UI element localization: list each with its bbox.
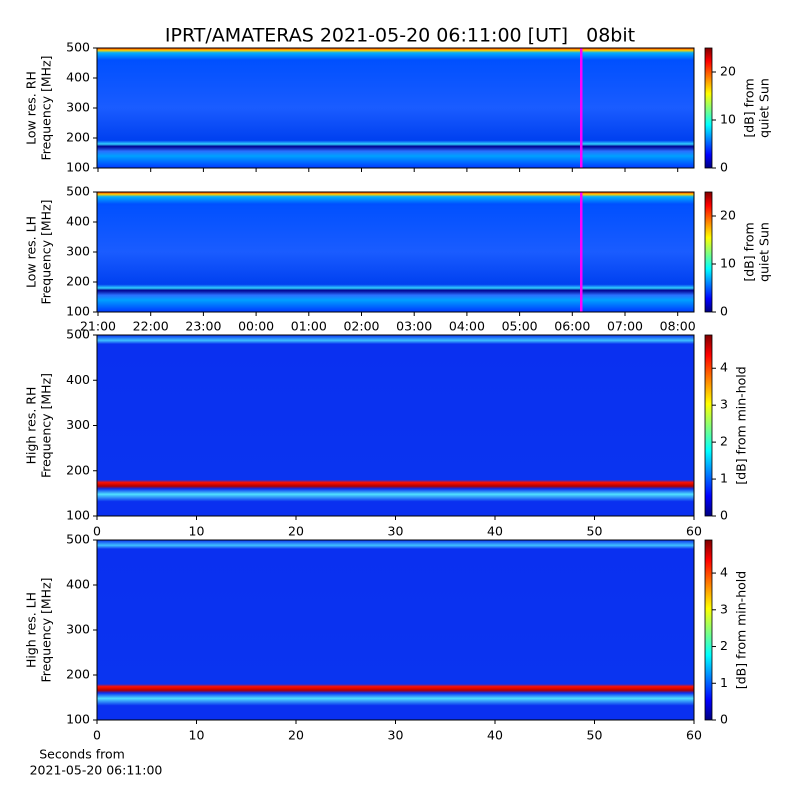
x-tick-label: 22:00 bbox=[133, 319, 169, 334]
x-tick-label: 07:00 bbox=[607, 319, 643, 334]
colorbar-tick-label: 20 bbox=[720, 208, 736, 223]
colorbar-tick-label: 0 bbox=[720, 712, 728, 727]
x-tick-label: 20 bbox=[288, 728, 304, 743]
colorbar-label: [dB] from bbox=[742, 222, 757, 281]
y-axis-label: Low res. RH bbox=[24, 71, 39, 145]
colorbar-tick-label: 10 bbox=[720, 112, 736, 127]
colorbar bbox=[704, 47, 713, 169]
colorbar-tick-label: 0 bbox=[720, 508, 728, 523]
colorbar-tick-label: 4 bbox=[720, 565, 728, 580]
x-tick-label: 10 bbox=[189, 524, 205, 539]
x-tick-label: 20 bbox=[288, 524, 304, 539]
y-tick-label: 100 bbox=[66, 712, 90, 727]
y-tick-label: 400 bbox=[66, 214, 90, 229]
spectrogram-image bbox=[97, 335, 694, 516]
x-tick-label: 0 bbox=[93, 728, 101, 743]
colorbar-label: quiet Sun bbox=[757, 222, 772, 282]
spectrogram-image bbox=[97, 540, 694, 720]
y-tick-label: 500 bbox=[66, 327, 90, 342]
x-axis-label: Seconds from bbox=[39, 747, 125, 762]
x-tick-label: 60 bbox=[686, 524, 702, 539]
event-marker bbox=[580, 192, 583, 312]
y-tick-label: 300 bbox=[66, 622, 90, 637]
x-tick-label: 10 bbox=[189, 728, 205, 743]
y-tick-label: 300 bbox=[66, 100, 90, 115]
colorbar-label: quiet Sun bbox=[757, 78, 772, 138]
y-axis-label: Low res. LH bbox=[24, 216, 39, 288]
y-axis-label: Frequency [MHz] bbox=[39, 373, 54, 478]
x-tick-label: 60 bbox=[686, 728, 702, 743]
y-tick-label: 400 bbox=[66, 70, 90, 85]
x-axis-label: 2021-05-20 06:11:00 bbox=[30, 763, 163, 778]
x-tick-label: 0 bbox=[93, 524, 101, 539]
colorbar bbox=[704, 191, 713, 313]
x-tick-label: 50 bbox=[587, 728, 603, 743]
y-tick-label: 400 bbox=[66, 372, 90, 387]
y-tick-label: 500 bbox=[66, 184, 90, 199]
colorbar-label: [dB] from min-hold bbox=[734, 366, 749, 484]
colorbar-tick-label: 1 bbox=[720, 471, 728, 486]
colorbar-tick-label: 1 bbox=[720, 675, 728, 690]
x-tick-label: 04:00 bbox=[449, 319, 485, 334]
colorbar-tick-label: 3 bbox=[720, 397, 728, 412]
x-tick-label: 50 bbox=[587, 524, 603, 539]
colorbar-tick-label: 2 bbox=[720, 638, 728, 653]
x-tick-label: 05:00 bbox=[502, 319, 538, 334]
x-tick-label: 40 bbox=[487, 524, 503, 539]
colorbar-label: [dB] from min-hold bbox=[734, 571, 749, 689]
y-tick-label: 500 bbox=[66, 40, 90, 55]
x-tick-label: 21:00 bbox=[80, 319, 116, 334]
y-axis-label: High res. LH bbox=[24, 592, 39, 668]
y-tick-label: 200 bbox=[66, 462, 90, 477]
x-tick-label: 40 bbox=[487, 728, 503, 743]
y-tick-label: 100 bbox=[66, 508, 90, 523]
y-tick-label: 300 bbox=[66, 244, 90, 259]
y-axis-label: Frequency [MHz] bbox=[39, 55, 54, 160]
colorbar-tick-label: 4 bbox=[720, 360, 728, 375]
y-tick-label: 500 bbox=[66, 532, 90, 547]
y-axis-label: Frequency [MHz] bbox=[39, 577, 54, 682]
colorbar-tick-label: 3 bbox=[720, 601, 728, 616]
y-tick-label: 200 bbox=[66, 274, 90, 289]
colorbar-tick-label: 2 bbox=[720, 434, 728, 449]
colorbar-tick-label: 0 bbox=[720, 304, 728, 319]
spectrogram-image bbox=[97, 192, 694, 312]
colorbar-tick-label: 10 bbox=[720, 256, 736, 271]
x-tick-label: 08:00 bbox=[660, 319, 696, 334]
y-tick-label: 300 bbox=[66, 417, 90, 432]
colorbar bbox=[704, 334, 713, 517]
y-tick-label: 200 bbox=[66, 130, 90, 145]
y-tick-label: 100 bbox=[66, 160, 90, 175]
x-tick-label: 03:00 bbox=[396, 319, 432, 334]
x-tick-label: 06:00 bbox=[554, 319, 590, 334]
y-tick-label: 400 bbox=[66, 577, 90, 592]
y-tick-label: 100 bbox=[66, 304, 90, 319]
colorbar-label: [dB] from bbox=[742, 78, 757, 137]
colorbar-tick-label: 0 bbox=[720, 160, 728, 175]
spectrogram-image bbox=[97, 48, 694, 168]
x-tick-label: 01:00 bbox=[291, 319, 327, 334]
x-tick-label: 30 bbox=[388, 728, 404, 743]
y-tick-label: 200 bbox=[66, 667, 90, 682]
x-tick-label: 02:00 bbox=[343, 319, 379, 334]
y-axis-label: High res. RH bbox=[24, 387, 39, 465]
chart-title: IPRT/AMATERAS 2021-05-20 06:11:00 [UT] 0… bbox=[165, 25, 635, 47]
y-axis-label: Frequency [MHz] bbox=[39, 199, 54, 304]
x-tick-label: 30 bbox=[388, 524, 404, 539]
x-tick-label: 00:00 bbox=[238, 319, 274, 334]
event-marker bbox=[580, 48, 583, 168]
colorbar-tick-label: 20 bbox=[720, 64, 736, 79]
x-tick-label: 23:00 bbox=[185, 319, 221, 334]
colorbar bbox=[704, 539, 713, 721]
